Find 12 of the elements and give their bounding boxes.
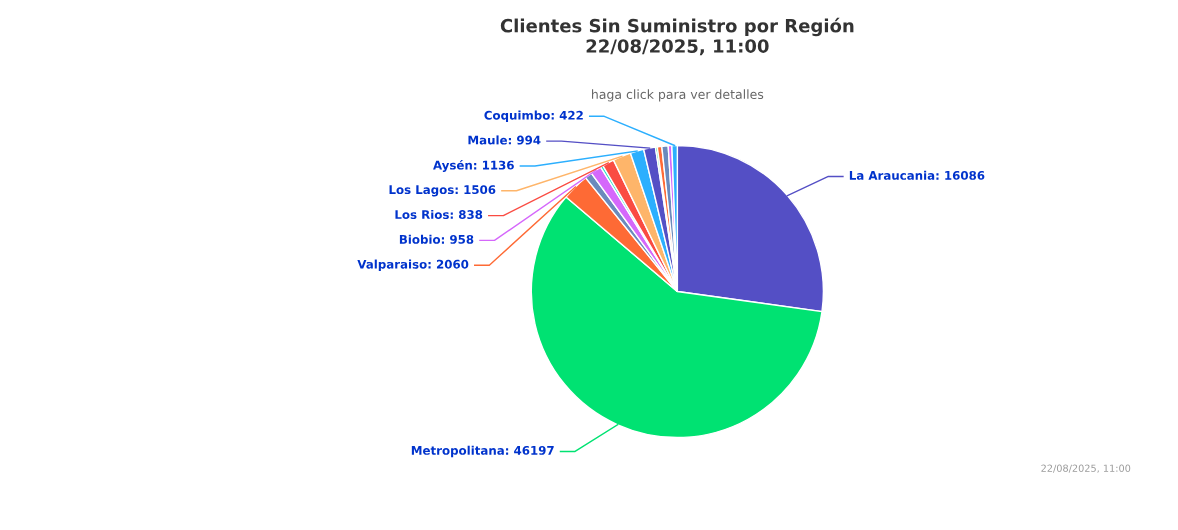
slice-label: Metropolitana: 46197 [411, 445, 554, 458]
text: 22/08/2025, 11:00 [1041, 464, 1131, 473]
slice-label: La Araucania: 16086 [849, 170, 985, 180]
slice-label: Coquimbo: 422 [484, 110, 583, 122]
chart-subtitle: haga click para ver detalles [592, 89, 764, 102]
slice-label: Biobio: 958 [399, 234, 474, 244]
chart-title: Clientes Sin Suministro por Región 22/08/2025, 11:00 [500, 17, 854, 56]
slice-label: Valparaiso: 2060 [357, 259, 469, 271]
slice-label: Maule: 994 [468, 135, 541, 145]
slice-label: Los Rios: 838 [395, 209, 483, 220]
slice-label: Aysén: 1136 [433, 159, 514, 172]
slice-label: Los Lagos: 1506 [389, 185, 496, 197]
